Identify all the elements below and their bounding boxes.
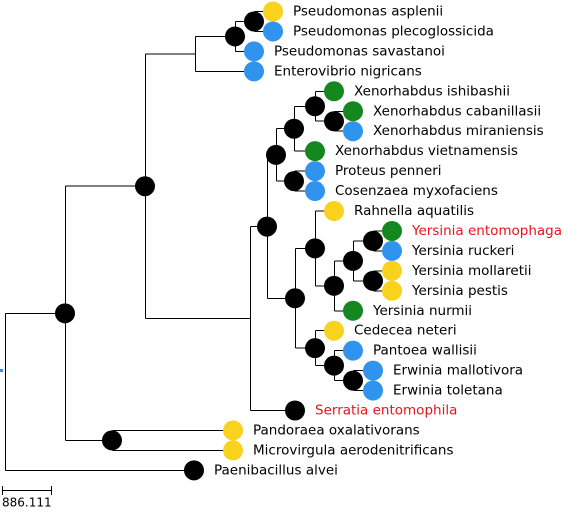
leaf-marker xyxy=(305,181,325,202)
leaf-L7: Xenorhabdus miraniensis xyxy=(343,121,544,142)
leaf-marker xyxy=(305,161,325,182)
leaf-L8: Xenorhabdus vietnamensis xyxy=(305,141,518,162)
leaf-L20: Erwinia toletana xyxy=(363,380,503,401)
leaf-label: Erwinia toletana xyxy=(393,383,503,399)
leaf-label: Rahnella aquatilis xyxy=(354,203,474,219)
internal-node-S xyxy=(363,270,383,291)
leaf-marker xyxy=(223,440,243,461)
leaf-L5: Xenorhabdus ishibashii xyxy=(324,81,510,102)
leaf-marker xyxy=(363,360,383,381)
leaf-label: Cedecea neteri xyxy=(354,323,457,339)
leaf-marker xyxy=(343,121,363,142)
leaf-label: Serratia entomophila xyxy=(315,403,457,419)
leaf-L22: Pandoraea oxalativorans xyxy=(223,420,420,441)
leaf-L10: Cosenzaea myxofaciens xyxy=(305,181,498,202)
leaf-L9: Proteus penneri xyxy=(305,161,442,182)
leaf-L1: Pseudomonas asplenii xyxy=(263,1,443,22)
leaf-marker xyxy=(324,320,344,341)
internal-node-J xyxy=(305,96,325,117)
leaf-L23: Microvirgula aerodenitrificans xyxy=(223,440,453,461)
leaf-marker xyxy=(382,220,402,241)
leaf-L6: Xenorhabdus cabanillasii xyxy=(343,101,541,122)
leaf-label: Enterovibrio nigricans xyxy=(274,63,422,79)
internal-node-H xyxy=(266,144,286,165)
leaf-label: Pantoea wallisii xyxy=(373,343,477,359)
internal-node-Q xyxy=(343,250,363,271)
leaf-label: Microvirgula aerodenitrificans xyxy=(253,442,453,458)
leaf-label: Cosenzaea myxofaciens xyxy=(335,183,498,199)
leaf-marker xyxy=(244,41,264,62)
leaf-label: Erwinia mallotivora xyxy=(393,363,523,379)
leaf-marker xyxy=(363,380,383,401)
scale-bar-label: 886.111 xyxy=(2,496,52,510)
leaf-L13: Yersinia ruckeri xyxy=(382,240,514,261)
leaf-marker xyxy=(305,141,325,162)
scale-bar: 886.111 xyxy=(2,486,52,510)
internal-node-V xyxy=(343,370,363,391)
leaf-L2: Pseudomonas plecoglossicida xyxy=(263,21,494,42)
leaf-marker xyxy=(263,1,283,22)
internal-node-D xyxy=(225,26,245,47)
internal-node-I xyxy=(284,118,304,139)
leaf-label: Xenorhabdus ishibashii xyxy=(354,83,510,99)
leaf-label: Yersinia ruckeri xyxy=(411,243,514,259)
leaf-L16: Yersinia nurmii xyxy=(343,300,472,321)
internal-node-R xyxy=(363,230,383,251)
leaf-label: Yersinia mollaretii xyxy=(411,263,532,279)
internal-node-O xyxy=(305,238,325,259)
internal-node-E xyxy=(244,11,264,32)
leaf-marker xyxy=(263,21,283,42)
leaf-L12: Yersinia entomophaga xyxy=(382,220,562,241)
leaf-label: Yersinia pestis xyxy=(411,283,508,299)
leaf-marker xyxy=(324,201,344,221)
leaf-marker xyxy=(285,400,305,421)
leaf-label: Pseudomonas plecoglossicida xyxy=(293,23,494,39)
leaf-marker xyxy=(244,61,264,82)
leaf-marker xyxy=(223,420,243,441)
internal-node-U xyxy=(324,355,344,376)
internal-node-B xyxy=(135,176,155,197)
internal-node-P xyxy=(324,275,344,296)
leaf-label: Pandoraea oxalativorans xyxy=(253,422,420,438)
internal-node-W xyxy=(102,430,122,451)
leaf-label: Proteus penneri xyxy=(335,163,442,179)
leaf-L19: Erwinia mallotivora xyxy=(363,360,523,381)
leaf-label: Xenorhabdus miraniensis xyxy=(373,123,544,139)
leaf-L3: Pseudomonas savastanoi xyxy=(244,41,445,62)
leaf-label: Paenibacillus alvei xyxy=(214,462,338,478)
leaf-marker xyxy=(184,460,204,481)
internal-node-N xyxy=(285,288,305,309)
leaf-L24: Paenibacillus alvei xyxy=(184,460,338,481)
leaf-L21: Serratia entomophila xyxy=(285,400,457,421)
root-marker xyxy=(0,369,3,372)
leaf-label: Pseudomonas asplenii xyxy=(293,4,443,20)
leaf-label: Pseudomonas savastanoi xyxy=(274,43,445,59)
leaf-label: Xenorhabdus vietnamensis xyxy=(335,143,518,159)
leaf-marker xyxy=(343,340,363,361)
leaf-marker xyxy=(343,101,363,122)
internal-node-T xyxy=(305,338,325,359)
leaf-L4: Enterovibrio nigricans xyxy=(244,61,422,82)
leaf-L15: Yersinia pestis xyxy=(382,280,508,301)
leaf-label: Yersinia entomophaga xyxy=(411,223,562,239)
leaf-label: Xenorhabdus cabanillasii xyxy=(373,103,541,119)
leaf-L14: Yersinia mollaretii xyxy=(382,260,532,281)
internal-node-A xyxy=(55,303,75,324)
leaf-L18: Pantoea wallisii xyxy=(343,340,477,361)
internal-node-M xyxy=(284,171,304,192)
internal-node-G xyxy=(257,216,277,237)
leaf-label: Yersinia nurmii xyxy=(372,303,472,319)
leaf-marker xyxy=(382,280,402,301)
leaf-marker xyxy=(343,300,363,321)
tree-leaves: Pseudomonas asplenii Pseudomonas plecoglo… xyxy=(184,1,562,481)
leaf-L17: Cedecea neteri xyxy=(324,320,457,341)
leaf-marker xyxy=(324,81,344,102)
tree-nodes xyxy=(55,11,383,451)
leaf-L11: Rahnella aquatilis xyxy=(324,201,474,221)
leaf-marker xyxy=(382,240,402,261)
internal-node-K xyxy=(324,111,344,132)
leaf-marker xyxy=(382,260,402,281)
